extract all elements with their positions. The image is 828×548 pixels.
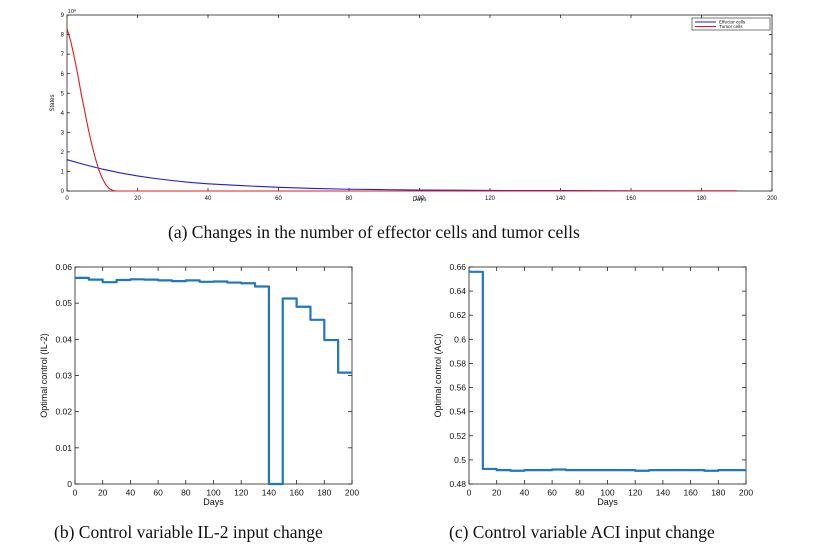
y-tick-label: 0.05 xyxy=(55,298,72,308)
x-tick-label: 100 xyxy=(206,488,220,498)
legend-label: Effector cells xyxy=(719,20,746,25)
x-tick-label: 0 xyxy=(73,488,78,498)
y-tick-label: 0.56 xyxy=(449,383,466,393)
x-tick-label: 160 xyxy=(626,196,637,202)
y-tick-label: 0.52 xyxy=(449,431,466,441)
x-tick-label: 0 xyxy=(467,488,472,498)
x-tick-label: 160 xyxy=(290,488,304,498)
chart-panel-c: 0 20 40 60 80 100 120 140 160 180 200 0.48 0.5 0.52 0.… xyxy=(433,262,753,507)
y-tick-label: 3 xyxy=(61,130,65,136)
y-tick-label: 0.6 xyxy=(454,334,466,344)
x-tick-label: 60 xyxy=(153,488,163,498)
x-tick-label: 140 xyxy=(555,196,566,202)
x-tick-label: 180 xyxy=(317,488,331,498)
y-tick-label: 0.62 xyxy=(449,310,466,320)
y-axis-label: States xyxy=(50,94,56,111)
y-axis-label: Optimal control (IL-2) xyxy=(39,333,49,418)
caption-b: (b) Control variable IL-2 input change xyxy=(54,522,323,542)
x-tick-label: 180 xyxy=(711,488,725,498)
y-tick-label: 8 xyxy=(61,33,65,39)
plot-area-frame xyxy=(468,266,747,485)
x-tick-label: 100 xyxy=(600,488,614,498)
x-tick-label: 20 xyxy=(134,196,141,202)
x-tick-label: 120 xyxy=(234,488,248,498)
x-tick-label: 60 xyxy=(275,196,282,202)
chart-panel-a: 0 20 40 60 80 100 120 140 160 180 200 0 1 2 3 4 5 6 7 8 9 Day… xyxy=(50,8,778,203)
y-tick-label: 0 xyxy=(61,189,65,195)
x-tick-label: 140 xyxy=(656,488,670,498)
chart-panel-b: 0 20 40 60 80 100 120 140 160 180 200 0 0.01 0.02 0.03… xyxy=(39,262,359,507)
y-axis-exponent: 10⁸ xyxy=(68,8,76,15)
y-tick-label: 9 xyxy=(61,13,65,19)
x-tick-label: 140 xyxy=(262,488,276,498)
x-axis-label: Days xyxy=(413,197,427,203)
y-tick-label: 4 xyxy=(61,111,65,117)
y-tick-label: 0.48 xyxy=(449,479,466,489)
plot-area-frame xyxy=(66,14,773,192)
x-tick-label: 100 xyxy=(414,196,425,202)
x-tick-label: 20 xyxy=(492,488,502,498)
y-tick-label: 0.5 xyxy=(454,455,466,465)
y-tick-label: 0.04 xyxy=(55,334,72,344)
plot-area-frame xyxy=(74,266,353,485)
x-axis-label: Days xyxy=(203,497,224,507)
x-tick-label: 120 xyxy=(485,196,496,202)
x-tick-label: 80 xyxy=(346,196,353,202)
y-tick-label: 0.01 xyxy=(55,443,72,453)
y-tick-label: 2 xyxy=(61,150,65,156)
x-tick-label: 200 xyxy=(739,488,753,498)
y-tick-label: 0.66 xyxy=(449,262,466,272)
x-tick-label: 200 xyxy=(345,488,359,498)
y-tick-label: 0 xyxy=(67,479,72,489)
y-tick-label: 7 xyxy=(61,52,65,58)
x-tick-label: 80 xyxy=(575,488,585,498)
x-tick-label: 160 xyxy=(684,488,698,498)
y-tick-label: 0.58 xyxy=(449,358,466,368)
y-axis-label: Optimal control (ACI) xyxy=(433,333,443,417)
series-line-aci xyxy=(469,270,746,472)
x-tick-label: 20 xyxy=(98,488,108,498)
y-tick-label: 1 xyxy=(61,170,65,176)
x-tick-label: 80 xyxy=(181,488,191,498)
y-tick-label: 0.64 xyxy=(449,286,466,296)
series-line-tumor-cells xyxy=(66,28,737,192)
x-tick-label: 60 xyxy=(547,488,557,498)
caption-c: (c) Control variable ACI input change xyxy=(449,522,715,542)
y-tick-label: 0.03 xyxy=(55,370,72,380)
y-tick-label: 5 xyxy=(61,91,65,97)
x-tick-label: 200 xyxy=(767,196,778,202)
y-tick-label: 6 xyxy=(61,72,65,78)
x-axis-label: Days xyxy=(597,497,618,507)
x-tick-label: 40 xyxy=(520,488,530,498)
x-tick-label: 180 xyxy=(696,196,707,202)
x-tick-label: 120 xyxy=(628,488,642,498)
x-tick-label: 40 xyxy=(205,196,212,202)
caption-a: (a) Changes in the number of effector ce… xyxy=(168,222,580,242)
y-tick-label: 0.54 xyxy=(449,407,466,417)
x-tick-label: 40 xyxy=(126,488,136,498)
legend-label: Tumor cells xyxy=(719,24,743,29)
y-tick-label: 0.06 xyxy=(55,262,72,272)
series-line-effector-cells xyxy=(66,159,737,192)
series-line-il-2 xyxy=(75,276,352,486)
y-tick-label: 0.02 xyxy=(55,407,72,417)
x-tick-label: 0 xyxy=(65,196,69,202)
